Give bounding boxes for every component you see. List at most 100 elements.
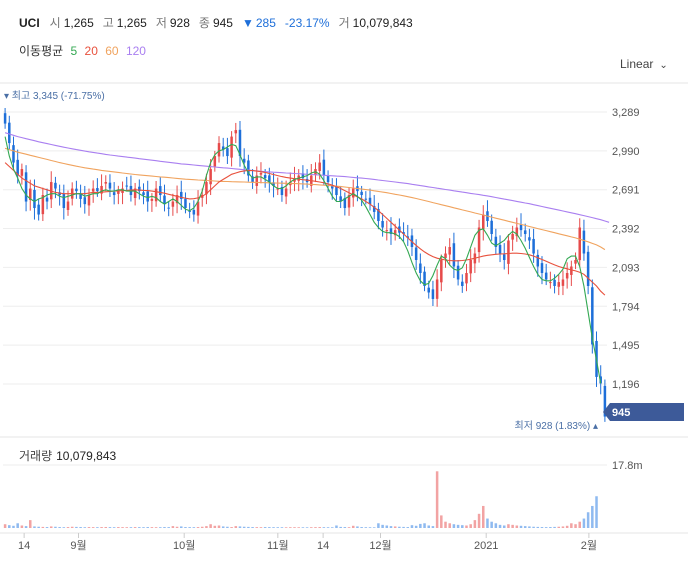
close-label: 종	[198, 16, 210, 30]
candle-body	[326, 175, 330, 183]
candle-body	[511, 234, 514, 240]
candle-body	[247, 160, 250, 176]
volume-bar	[146, 527, 149, 528]
candle-body	[494, 236, 498, 248]
volume-bar	[217, 525, 221, 528]
candle-body	[217, 143, 221, 157]
candle-body	[565, 272, 569, 279]
y-tick-label: 2,093	[612, 262, 640, 274]
candle-body	[154, 188, 158, 202]
candle-body	[242, 158, 246, 163]
volume-bar	[431, 526, 435, 528]
volume-bar	[523, 526, 527, 528]
scale-selector[interactable]: Linear ⌄	[620, 57, 668, 71]
x-tick-label: 9월	[70, 539, 86, 552]
candle-body	[456, 265, 460, 280]
volume-bar	[255, 527, 259, 528]
candle-body	[175, 195, 179, 204]
volume-bar	[171, 526, 175, 528]
candle-body	[301, 173, 305, 179]
volume-bar	[536, 526, 540, 528]
volume-bar	[121, 527, 124, 528]
volume-bar	[87, 527, 91, 528]
ma-60-line	[4, 147, 606, 251]
y-tick-label: 2,691	[612, 185, 640, 197]
moving-average-label: 이동평균	[19, 44, 64, 58]
candle-body	[192, 209, 196, 215]
volume-bar	[393, 526, 397, 528]
volume-bar	[519, 525, 523, 528]
volume-bar	[209, 524, 212, 528]
candle-body	[490, 220, 493, 235]
volume-bar	[159, 527, 162, 528]
candle-body	[498, 244, 502, 254]
volume-bar	[528, 526, 531, 528]
low-annotation: 최저 928 (1.83%) ▴	[515, 420, 598, 432]
candle-body	[343, 198, 347, 209]
volume-bar	[502, 525, 506, 528]
volume-bar	[188, 527, 191, 528]
volume-bar	[45, 527, 49, 528]
volume-bar	[142, 527, 145, 528]
candle-body	[16, 159, 19, 176]
candle-body	[58, 192, 61, 196]
candle-body	[570, 266, 573, 275]
candle-body	[414, 247, 418, 260]
candle-body	[184, 198, 187, 209]
volume-bar	[133, 527, 137, 528]
candle-body	[393, 230, 397, 236]
volume-bar	[289, 527, 292, 528]
candle-body	[561, 279, 565, 286]
volume-bar	[494, 523, 498, 528]
candle-body	[117, 191, 120, 194]
volume-bar	[477, 513, 481, 528]
volume-bar	[301, 527, 305, 528]
volume-bar	[511, 524, 514, 528]
candle-body	[159, 186, 162, 196]
volume-bar	[339, 526, 342, 528]
candle-body	[171, 201, 175, 207]
candle-body	[221, 146, 225, 150]
candle-body	[544, 272, 548, 280]
chevron-down-icon: ⌄	[659, 60, 668, 71]
high-annotation: ▾ 최고 3,345 (-71.75%)	[4, 90, 105, 102]
change-percent: -23.17%	[284, 15, 330, 30]
candle-body	[582, 230, 586, 254]
volume-bar	[96, 527, 99, 528]
moving-average-legend[interactable]: 이동평균 5 20 60 120	[19, 42, 150, 59]
x-tick-label: 14	[317, 540, 329, 552]
volume-bar	[263, 527, 267, 528]
volume-bar	[138, 527, 141, 528]
volume-bar	[20, 525, 24, 528]
volume-bar	[58, 527, 61, 528]
candle-body	[83, 197, 87, 205]
volume-bar	[117, 527, 120, 528]
candle-body	[226, 148, 229, 157]
candle-body	[553, 279, 556, 286]
candle-body	[461, 281, 464, 286]
volume-bar	[486, 518, 489, 528]
candle-body	[54, 182, 57, 189]
volume-bar	[318, 527, 321, 528]
volume-bar	[343, 527, 347, 528]
volume-bar	[41, 526, 45, 528]
candle-body	[20, 169, 24, 176]
candle-body	[142, 192, 145, 196]
volume-bar	[259, 527, 263, 528]
y-tick-label: 1,196	[612, 379, 640, 391]
volume-bar	[473, 520, 477, 528]
volume-bar	[66, 527, 70, 528]
candle-body	[108, 182, 112, 189]
candle-body	[507, 240, 510, 264]
ticker-symbol: UCI	[19, 15, 40, 30]
candle-body	[469, 260, 472, 274]
candle-body	[452, 243, 456, 267]
volume-value: 10,079,843	[352, 15, 413, 30]
volume-bar	[175, 526, 179, 528]
candle-body	[255, 175, 259, 186]
open-value: 1,265	[63, 15, 94, 30]
volume-bar	[37, 526, 40, 528]
candle-body	[112, 192, 116, 196]
volume-tick-label: 17.8m	[612, 460, 643, 472]
